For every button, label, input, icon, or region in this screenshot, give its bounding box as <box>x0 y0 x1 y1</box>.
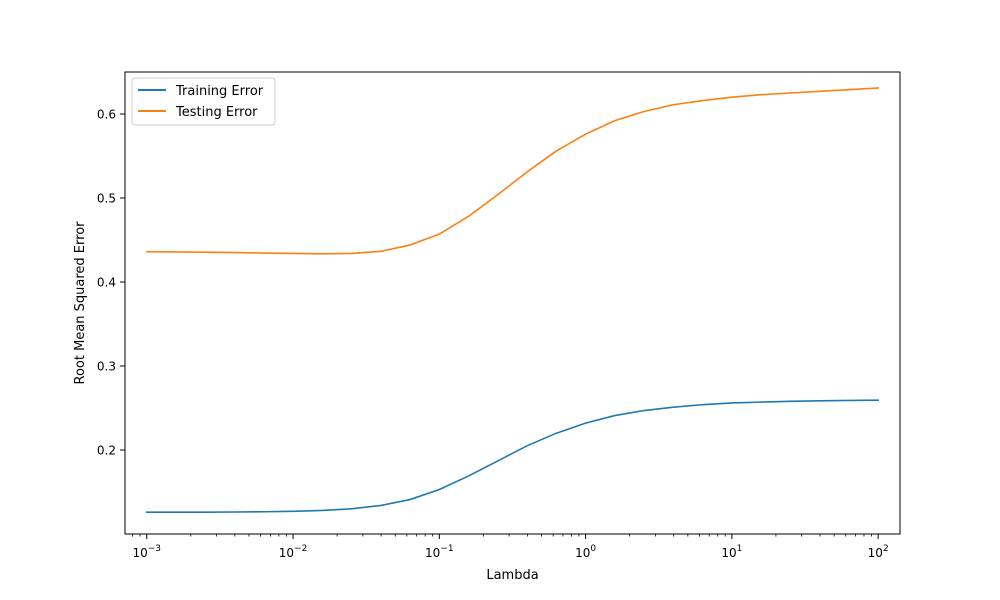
legend-label-training-error: Training Error <box>175 84 264 99</box>
x-axis-ticks: 10−3 10−2 10−1 100 101 102 <box>132 534 889 560</box>
x-tick-label: 10−1 <box>425 544 454 560</box>
legend-box <box>131 77 276 126</box>
x-tick-label: 101 <box>721 544 742 560</box>
axes-frame <box>124 71 901 535</box>
x-tick-label: 10−3 <box>132 544 161 560</box>
legend-label-testing-error: Testing Error <box>175 105 258 120</box>
y-tick-label: 0.2 <box>97 444 116 458</box>
legend: Training Error Testing Error <box>131 77 276 126</box>
y-tick-label: 0.5 <box>97 192 116 206</box>
y-axis-ticks: 0.2 0.3 0.4 0.5 0.6 <box>97 108 125 458</box>
y-tick-label: 0.3 <box>97 360 116 374</box>
series-line-testing-error <box>145 87 880 255</box>
y-axis-label: Root Mean Squared Error <box>73 221 88 385</box>
x-tick-label: 10−2 <box>279 544 308 560</box>
series-line-training-error <box>145 399 879 513</box>
y-tick-label: 0.6 <box>97 108 116 122</box>
x-tick-label: 100 <box>575 544 596 560</box>
y-tick-label: 0.4 <box>97 276 116 290</box>
x-axis-label: Lambda <box>486 568 538 583</box>
plot-lines <box>145 87 880 513</box>
x-tick-label: 102 <box>868 544 889 560</box>
